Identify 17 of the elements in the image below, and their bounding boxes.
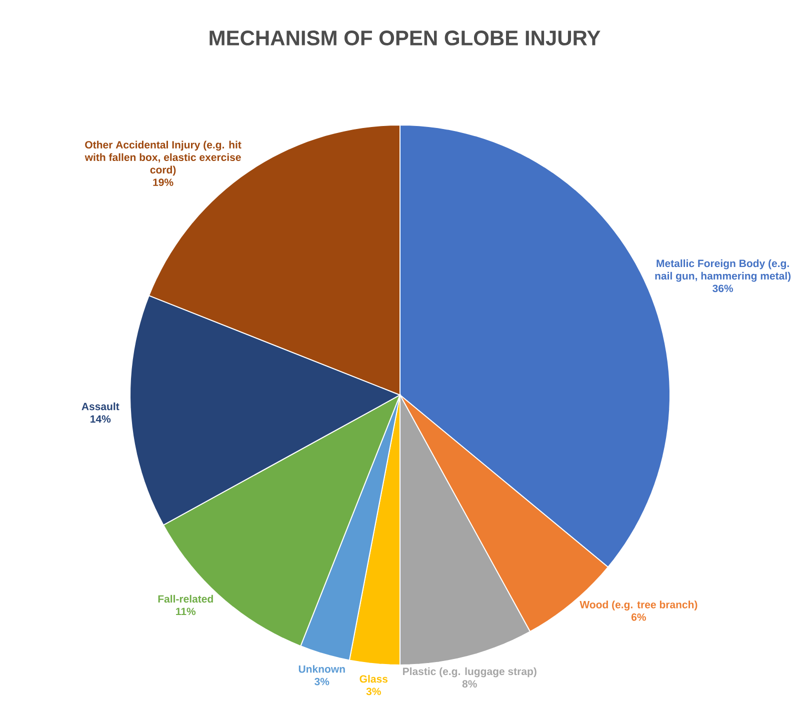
- data-label: 3%: [366, 688, 381, 696]
- slice-label: Plastic (e.g. luggage strap): [403, 667, 536, 678]
- slice-label: Assault: [82, 402, 120, 410]
- slice-label: Wood (e.g. tree branch): [580, 600, 698, 610]
- slice-label: Unknown: [298, 665, 345, 673]
- data-label: 19%: [153, 178, 174, 186]
- data-label: 36%: [712, 284, 734, 292]
- data-label: 11%: [176, 608, 196, 616]
- data-label: 6%: [631, 613, 646, 621]
- slice-label: Other Accidental Injury (e.g. hit with fallen box, elastic exercise cord): [84, 140, 242, 176]
- data-label: 8%: [462, 680, 477, 688]
- slice-label: Metallic Foreign Body (e.g. nail gun, hammering metal): [655, 259, 791, 282]
- slice-label: Fall-related: [158, 594, 213, 603]
- data-label: 3%: [314, 678, 330, 686]
- data-label: 14%: [90, 415, 111, 423]
- slice-label: Glass: [360, 674, 388, 683]
- chart-title: MECHANISM OF OPEN GLOBE INJURY: [210, 30, 600, 46]
